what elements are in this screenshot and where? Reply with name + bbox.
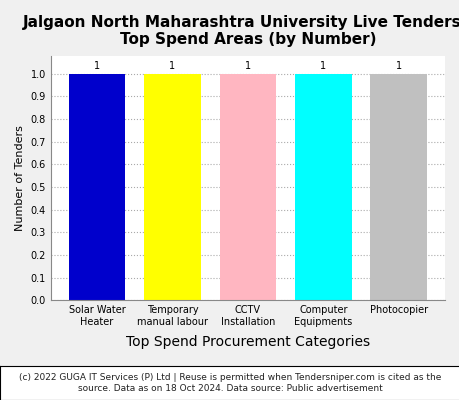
Bar (369, 74, 426, 300)
Title: Jalgaon North Maharashtra University Live Tenders -
Top Spend Areas (by Number): Jalgaon North Maharashtra University Liv… (23, 15, 459, 47)
Text: 1: 1 (395, 61, 401, 71)
X-axis label: Top Spend Procurement Categories: Top Spend Procurement Categories (126, 335, 369, 349)
Text: 1: 1 (169, 61, 175, 71)
Text: 1: 1 (319, 61, 326, 71)
Bar (294, 74, 351, 300)
Text: 1: 1 (94, 61, 100, 71)
Y-axis label: Number of Tenders: Number of Tenders (15, 125, 25, 231)
Text: 1: 1 (244, 61, 251, 71)
Bar (219, 74, 275, 300)
Text: (c) 2022 GUGA IT Services (P) Ltd | Reuse is permitted when Tendersniper.com is : (c) 2022 GUGA IT Services (P) Ltd | Reus… (19, 373, 440, 393)
Bar (68, 74, 125, 300)
Bar (144, 74, 200, 300)
